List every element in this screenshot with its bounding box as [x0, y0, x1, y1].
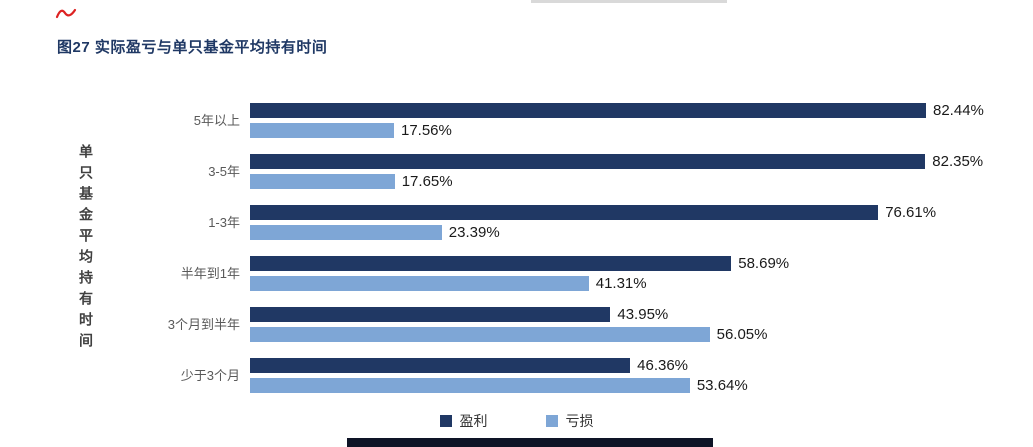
legend: 盈利 亏损 — [0, 411, 1033, 431]
legend-item-profit: 盈利 — [439, 411, 488, 431]
profit-bar — [250, 205, 879, 220]
cropped-text-remnant — [531, 0, 727, 3]
profit-bar-line: 46.36% — [250, 357, 1020, 374]
value-label: 23.39% — [448, 224, 500, 241]
profit-bar — [250, 103, 926, 118]
profit-bar-line: 43.95% — [250, 306, 1020, 323]
bar-group: 46.36% 53.64% — [250, 357, 1020, 394]
chart-title: 图27 实际盈亏与单只基金平均持有时间 — [57, 39, 328, 56]
category-label: 半年到1年 — [180, 266, 240, 281]
chart-row: 5年以上 82.44% 17.56% — [100, 102, 1020, 139]
value-label: 17.56% — [400, 122, 452, 139]
value-label: 46.36% — [637, 357, 689, 374]
category-label: 3-5年 — [208, 164, 240, 179]
value-label: 43.95% — [617, 306, 669, 323]
y-axis-label: 单只基金平均持有时间 — [78, 144, 94, 354]
loss-bar — [250, 276, 589, 291]
category-label: 5年以上 — [193, 113, 240, 128]
loss-bar — [250, 123, 394, 138]
chart-row: 3-5年 82.35% 17.65% — [100, 153, 1020, 190]
value-label: 82.44% — [933, 102, 984, 119]
category-label: 3个月到半年 — [167, 317, 240, 332]
profit-bar-line: 58.69% — [250, 255, 1020, 272]
bar-group: 82.35% 17.65% — [250, 153, 1020, 190]
profit-bar — [250, 358, 631, 373]
bar-group: 43.95% 56.05% — [250, 306, 1020, 343]
profit-bar — [250, 154, 926, 169]
legend-swatch-icon — [545, 415, 558, 427]
chart-row: 半年到1年 58.69% 41.31% — [100, 255, 1020, 292]
legend-label: 盈利 — [459, 413, 488, 429]
profit-bar-line: 76.61% — [250, 204, 1020, 221]
bar-group: 82.44% 17.56% — [250, 102, 1020, 139]
loss-bar-line: 53.64% — [250, 377, 1020, 394]
profit-bar — [250, 256, 732, 271]
profit-bar — [250, 307, 611, 322]
value-label: 76.61% — [885, 204, 937, 221]
loss-bar — [250, 327, 710, 342]
bar-group: 58.69% 41.31% — [250, 255, 1020, 292]
loss-bar-line: 56.05% — [250, 326, 1020, 343]
loss-bar — [250, 378, 690, 393]
plot-area: 5年以上 82.44% 17.56% 3-5年 82.35% 17.65% 1-3年 76.6… — [100, 102, 1020, 409]
chart-row: 少于3个月 46.36% 53.64% — [100, 357, 1020, 394]
value-label: 82.35% — [932, 153, 984, 170]
cropped-bottom-element — [347, 438, 713, 447]
category-label: 少于3个月 — [180, 368, 240, 383]
loss-bar — [250, 225, 442, 240]
legend-label: 亏损 — [565, 413, 594, 429]
value-label: 58.69% — [738, 255, 790, 272]
value-label: 41.31% — [595, 275, 647, 292]
bar-group: 76.61% 23.39% — [250, 204, 1020, 241]
legend-swatch-icon — [439, 415, 452, 427]
profit-bar-line: 82.35% — [250, 153, 1020, 170]
loss-bar — [250, 174, 395, 189]
legend-item-loss: 亏损 — [545, 411, 594, 431]
chart-row: 1-3年 76.61% 23.39% — [100, 204, 1020, 241]
category-label: 1-3年 — [208, 215, 240, 230]
value-label: 17.65% — [401, 173, 453, 190]
loss-bar-line: 23.39% — [250, 224, 1020, 241]
chart-row: 3个月到半年 43.95% 56.05% — [100, 306, 1020, 343]
loss-bar-line: 41.31% — [250, 275, 1020, 292]
value-label: 53.64% — [696, 377, 748, 394]
loss-bar-line: 17.56% — [250, 122, 1020, 139]
red-pen-mark-icon — [55, 8, 77, 19]
profit-bar-line: 82.44% — [250, 102, 1020, 119]
loss-bar-line: 17.65% — [250, 173, 1020, 190]
value-label: 56.05% — [716, 326, 768, 343]
